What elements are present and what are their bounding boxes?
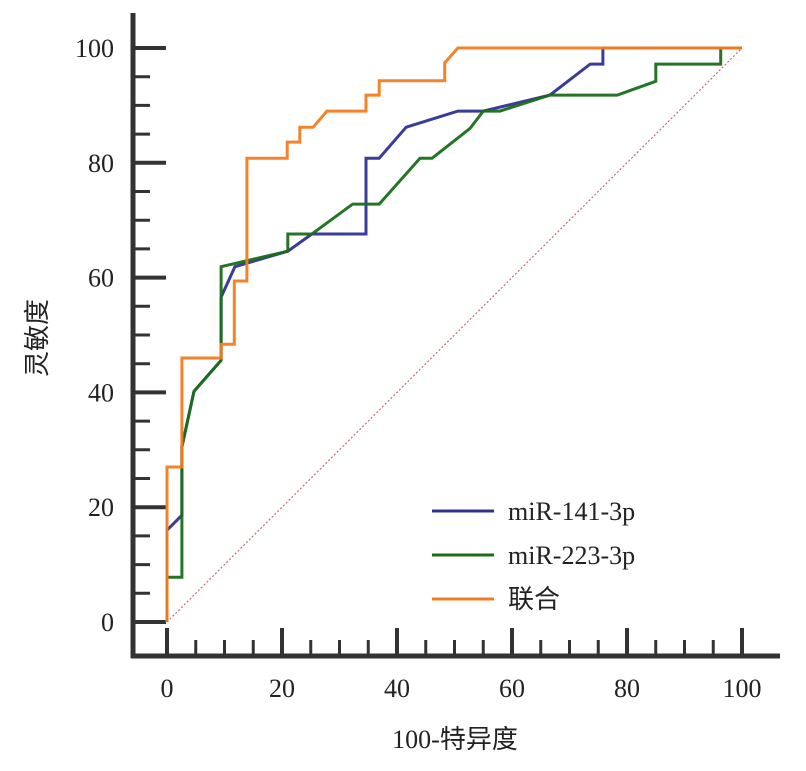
x-tick-label: 20 xyxy=(269,674,295,703)
reference-diagonal xyxy=(166,47,743,623)
x-axis-label: 100-特异度 xyxy=(392,725,518,754)
legend-label: 联合 xyxy=(508,585,560,614)
x-tick-label: 40 xyxy=(384,674,410,703)
y-tick-label: 40 xyxy=(88,378,114,407)
x-tick-label: 80 xyxy=(614,674,640,703)
y-tick-label: 0 xyxy=(101,608,114,637)
x-tick-label: 60 xyxy=(499,674,525,703)
x-tick-label: 100 xyxy=(723,674,762,703)
y-tick-label: 100 xyxy=(75,34,114,63)
y-axis-label: 灵敏度 xyxy=(23,299,52,377)
y-tick-label: 20 xyxy=(88,493,114,522)
series-lines xyxy=(165,46,743,623)
axes xyxy=(130,13,780,659)
ticks: 0 20 40 60 80 100 0 20 40 60 80 100 xyxy=(75,34,762,703)
legend: miR-141-3p miR-223-3p 联合 xyxy=(432,497,635,614)
series-line-1 xyxy=(165,46,742,622)
legend-label: miR-223-3p xyxy=(508,541,635,570)
x-tick-label: 0 xyxy=(161,674,174,703)
series-line-2 xyxy=(165,46,742,622)
y-tick-label: 80 xyxy=(88,149,114,178)
legend-label: miR-141-3p xyxy=(508,497,635,526)
y-tick-label: 60 xyxy=(88,264,114,293)
